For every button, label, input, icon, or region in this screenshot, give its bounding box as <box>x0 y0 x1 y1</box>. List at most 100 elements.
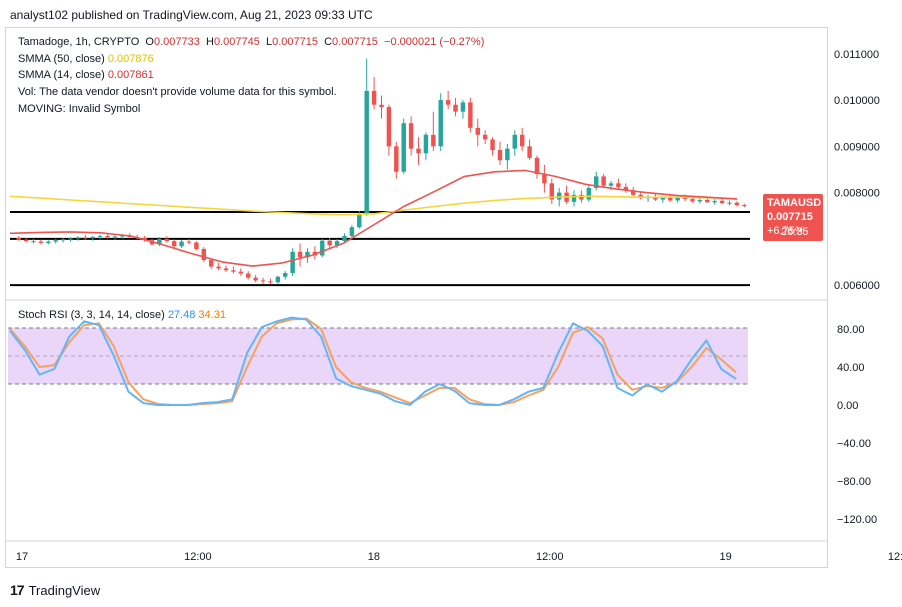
stoch-d-value: 34.31 <box>198 309 226 321</box>
price-tick-label: 0.008000 <box>834 188 880 200</box>
candle-body <box>668 197 673 201</box>
candle-body <box>83 237 88 239</box>
candle-body <box>445 100 451 105</box>
time-tick-label: 18 <box>368 551 380 563</box>
price-tag-countdown: 26:35 <box>781 226 809 238</box>
candle-body <box>75 237 81 239</box>
candle-body <box>712 200 717 203</box>
candle-body <box>571 194 577 202</box>
time-tick-label: 19 <box>720 551 732 563</box>
candle-body <box>105 236 110 238</box>
candle-body <box>208 260 214 267</box>
candle-body <box>164 238 170 242</box>
stoch-tick-label: 80.00 <box>837 324 865 336</box>
smma50-legend[interactable]: SMMA (50, close) 0.007876 <box>18 51 154 67</box>
candle-body <box>505 148 510 161</box>
candle-body <box>268 281 273 283</box>
candle-body <box>497 150 503 161</box>
candle-body <box>542 174 547 184</box>
stoch-tick-label: −40.00 <box>837 438 871 450</box>
time-tick-label: 12:00 <box>536 551 564 563</box>
candle-body <box>727 202 732 204</box>
candle-body <box>342 236 347 242</box>
candle-body <box>379 104 384 108</box>
tradingview-logo[interactable]: 17 TradingView <box>10 582 100 598</box>
candle-body <box>468 102 473 128</box>
high-value: 0.007745 <box>213 36 260 48</box>
close-label: C <box>324 36 333 48</box>
candle-body <box>364 90 369 214</box>
candle-body <box>31 241 36 243</box>
price-tag-price: 0.007715 <box>767 211 813 223</box>
stoch-tick-label: 0.00 <box>837 400 858 412</box>
stoch-tick-label: 40.00 <box>837 362 865 374</box>
candle-body <box>112 236 118 238</box>
candle-body <box>253 277 258 281</box>
stoch-tick-label: −80.00 <box>837 476 871 488</box>
stoch-k-value: 27.48 <box>167 309 196 321</box>
stoch-d-line <box>9 317 737 406</box>
candle-body <box>386 107 392 147</box>
stoch-k-line <box>9 316 737 406</box>
candle-body <box>482 134 488 140</box>
candle-body <box>327 240 332 246</box>
tradingview-logo-icon: 17 <box>10 582 25 598</box>
candle-body <box>297 251 303 258</box>
low-label: L <box>265 36 273 48</box>
smma50-label: SMMA (50, close) <box>18 53 105 65</box>
candle-body <box>556 192 562 200</box>
candle-body <box>290 251 295 274</box>
candle-body <box>519 134 525 147</box>
time-tick-label: 12:00 <box>888 551 902 563</box>
stoch-legend[interactable]: Stoch RSI (3, 3, 14, 14, close) 27.48 34… <box>18 309 226 321</box>
candle-body <box>408 123 414 149</box>
smma14-label: SMMA (14, close) <box>18 69 105 81</box>
candle-body <box>171 241 177 247</box>
candle-body <box>742 205 747 207</box>
candle-body <box>260 280 266 282</box>
candle-body <box>475 127 480 135</box>
tradingview-brand: TradingView <box>28 582 101 598</box>
candles <box>16 58 747 285</box>
candle-body <box>675 197 680 201</box>
candle-body <box>60 239 66 241</box>
high-label: H <box>205 36 214 48</box>
price-tick-label: 0.009000 <box>834 141 880 153</box>
candle-body <box>616 183 621 188</box>
price-axis: 0.011000 0.010000 0.009000 0.008000 0.006000 <box>834 49 880 292</box>
stoch-label: Stoch RSI (3, 3, 14, 14, close) <box>18 309 165 321</box>
stoch-rsi-lines <box>9 316 737 406</box>
candle-body <box>16 237 21 240</box>
moving-averages <box>9 169 738 267</box>
symbol-label[interactable]: Tamadoge, 1h, CRYPTO <box>18 36 140 48</box>
candle-body <box>223 268 229 271</box>
candle-body <box>431 134 436 147</box>
stoch-tick-label: −120.00 <box>837 514 877 526</box>
candle-body <box>216 266 221 269</box>
candle-body <box>394 146 399 172</box>
candle-body <box>690 199 695 202</box>
candle-body <box>438 100 443 147</box>
smma14-legend[interactable]: SMMA (14, close) 0.007861 <box>18 67 154 83</box>
chart-frame <box>5 27 828 568</box>
candle-body <box>201 248 207 261</box>
smma50-value: 0.007876 <box>107 53 154 65</box>
candle-body <box>357 213 362 228</box>
candle-body <box>631 190 636 195</box>
candle-body <box>120 235 125 237</box>
publisher-line: analyst102 published on TradingView.com,… <box>10 8 373 22</box>
candle-body <box>68 238 73 240</box>
candle-body <box>416 148 421 154</box>
candle-body <box>586 187 592 200</box>
ohlc-legend: Tamadoge, 1h, CRYPTO O0.007733 H0.007745… <box>18 34 484 50</box>
candle-body <box>527 146 532 158</box>
candle-body <box>246 273 251 278</box>
candle-body <box>186 241 192 243</box>
candle-body <box>283 273 288 277</box>
smma14-line <box>9 169 738 267</box>
candle-body <box>320 240 325 256</box>
smma14-value: 0.007861 <box>107 69 154 81</box>
candle-body <box>660 197 666 200</box>
